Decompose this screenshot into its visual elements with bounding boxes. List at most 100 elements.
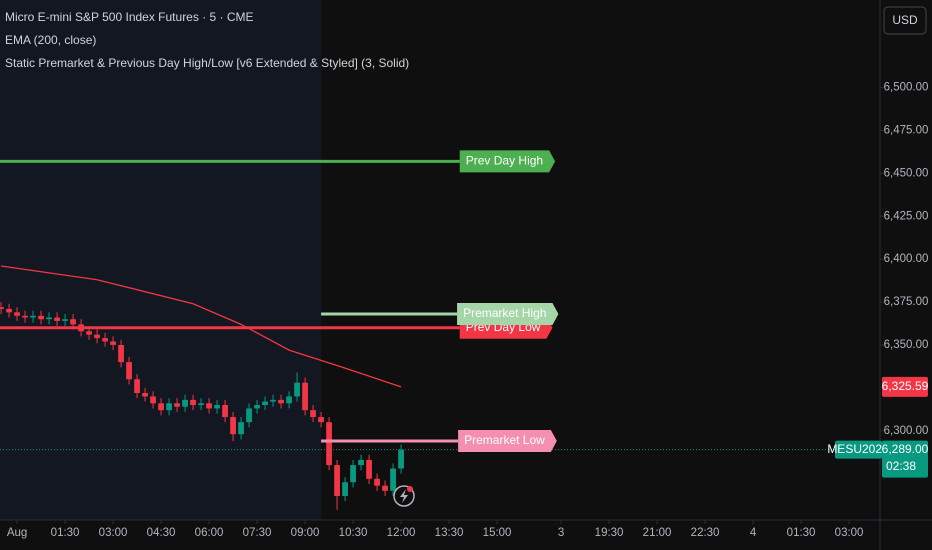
candle-body — [142, 393, 148, 397]
y-tick-label: 6,375.00 — [884, 296, 929, 308]
symbol-label: MESU2025 — [827, 442, 889, 456]
candle-body — [382, 485, 388, 491]
x-tick-label: 22:30 — [691, 527, 720, 539]
candle-body — [342, 482, 348, 496]
y-tick-label: 6,500.00 — [884, 82, 929, 94]
candle-body — [206, 403, 212, 409]
y-tick-label: 6,350.00 — [884, 339, 929, 351]
indicator-legend: Static Premarket & Previous Day High/Low… — [5, 56, 409, 70]
candle-body — [222, 405, 228, 418]
candle-body — [22, 315, 28, 318]
level-label: Premarket High — [457, 303, 559, 326]
x-tick-label: 3 — [558, 527, 564, 539]
x-tick-label: 01:30 — [787, 527, 816, 539]
x-tick-label: 10:30 — [339, 527, 368, 539]
candle-body — [286, 396, 292, 404]
x-tick-label: 09:00 — [291, 527, 320, 539]
candle-body — [310, 410, 316, 418]
candle-body — [6, 308, 12, 313]
candle-body — [230, 417, 236, 435]
x-tick-label: 4 — [750, 527, 757, 539]
candle-body — [182, 399, 188, 407]
candle-body — [46, 317, 52, 320]
candle-body — [318, 417, 324, 423]
x-tick-label: 15:00 — [483, 527, 512, 539]
y-tick-label: 6,400.00 — [884, 253, 929, 265]
candle-body — [38, 315, 44, 320]
x-tick-label: Aug — [7, 527, 27, 539]
candle-body — [190, 399, 196, 406]
candle-body — [326, 422, 332, 466]
symbol-box — [835, 440, 882, 459]
candle-body — [70, 319, 76, 325]
x-tick-label: 19:30 — [595, 527, 624, 539]
x-tick-label: 12:00 — [387, 527, 416, 539]
x-tick-label: 06:00 — [195, 527, 224, 539]
x-tick-label: 01:30 — [51, 527, 80, 539]
y-tick-label: 6,425.00 — [884, 210, 929, 222]
ema-line — [0, 265, 402, 388]
ema-price-label: 6,325.59 — [882, 379, 929, 393]
currency-button-label[interactable]: USD — [892, 13, 918, 27]
level-label-box — [458, 430, 557, 453]
candle-body — [0, 307, 4, 309]
candle-body — [214, 405, 220, 409]
candle-body — [62, 319, 68, 321]
level-label-text: Premarket Low — [464, 433, 545, 447]
level-label-text: Prev Day High — [466, 153, 543, 167]
x-tick-label: 03:00 — [835, 527, 864, 539]
candle-body — [54, 317, 60, 321]
candle-body — [270, 399, 276, 402]
candle-body — [294, 382, 300, 397]
candle-body — [254, 405, 260, 409]
candle-body — [334, 465, 340, 496]
level-label-box — [459, 150, 556, 173]
candle-body — [390, 468, 396, 491]
x-tick-label: 03:00 — [99, 527, 128, 539]
candle-body — [150, 396, 156, 404]
y-tick-label: 6,475.00 — [884, 124, 929, 136]
candle-body — [366, 459, 372, 479]
candle-body — [102, 338, 108, 342]
candle-body — [302, 382, 308, 411]
candle-body — [246, 408, 252, 423]
y-tick-label: 6,300.00 — [884, 425, 929, 437]
candle-body — [30, 315, 36, 318]
x-tick-label: 04:30 — [147, 527, 176, 539]
level-label-box — [457, 303, 559, 326]
y-tick-label: 6,450.00 — [884, 167, 929, 179]
level-label: Premarket Low — [458, 430, 557, 453]
candle-body — [14, 312, 20, 316]
candle-body — [262, 401, 268, 406]
alert-icon[interactable] — [393, 485, 415, 507]
level-label-text: Premarket High — [463, 306, 546, 320]
x-tick-label: 13:30 — [435, 527, 464, 539]
last-price-label: 6,289.00 — [882, 442, 929, 456]
symbol-title: Micro E-mini S&P 500 Index Futures · 5 ·… — [5, 10, 254, 24]
candle-body — [398, 449, 404, 469]
candle-body — [198, 403, 204, 406]
session-shade — [0, 0, 322, 520]
candle-body — [118, 344, 124, 363]
currency-button[interactable] — [883, 6, 927, 35]
candle-body — [158, 403, 164, 411]
x-tick-label: 21:00 — [643, 527, 672, 539]
candle-body — [166, 403, 172, 411]
candle-body — [350, 465, 356, 483]
level-label: Prev Day High — [459, 150, 556, 173]
candle-body — [110, 341, 116, 345]
countdown-label: 02:38 — [886, 459, 916, 473]
candle-body — [374, 478, 380, 486]
candle-body — [358, 459, 364, 466]
last-price-box — [882, 440, 928, 478]
candle-body — [126, 362, 132, 380]
candle-body — [94, 334, 100, 339]
candle-body — [174, 403, 180, 407]
x-tick-label: 07:30 — [243, 527, 272, 539]
candle-body — [278, 399, 284, 404]
ema-price-box — [882, 376, 928, 397]
candle-body — [134, 379, 140, 394]
candle-body — [238, 422, 244, 435]
